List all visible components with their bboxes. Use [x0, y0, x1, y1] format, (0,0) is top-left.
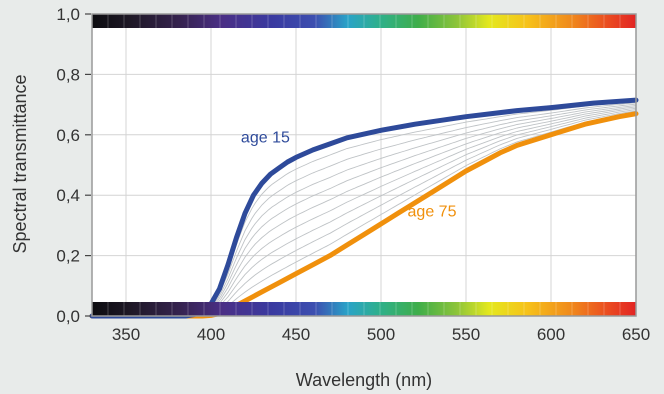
annotation-label-young: age 15: [241, 129, 290, 146]
x-tick-label: 650: [622, 325, 650, 344]
y-axis-label: Spectral transmittance: [10, 74, 30, 253]
spectrum-bands: [92, 14, 636, 316]
y-tick-label: 0,4: [56, 186, 80, 205]
plot-frame: [91, 13, 637, 317]
annotations: age 15 age 75: [241, 129, 457, 220]
axes: 350 400 450 500 550 600 650 0,0 0,2 0,4 0,6 0,8 1,0: [56, 5, 650, 344]
annotation-label-old: age 75: [408, 203, 457, 220]
x-tick-label: 450: [282, 325, 310, 344]
y-tick-label: 0,0: [56, 307, 80, 326]
spectrum-band-top: [92, 14, 636, 28]
plot-background: [92, 14, 636, 316]
y-tick-label: 1,0: [56, 5, 80, 24]
x-tick-label: 350: [112, 325, 140, 344]
x-tick-label: 400: [197, 325, 225, 344]
x-axis-label: Wavelength (nm): [296, 370, 432, 390]
y-tick-label: 0,2: [56, 247, 80, 266]
y-tick-label: 0,8: [56, 65, 80, 84]
x-tick-label: 600: [537, 325, 565, 344]
spectrum-band-bottom: [92, 302, 636, 316]
x-tick-label: 500: [367, 325, 395, 344]
x-tick-label: 550: [452, 325, 480, 344]
y-tick-label: 0,6: [56, 126, 80, 145]
